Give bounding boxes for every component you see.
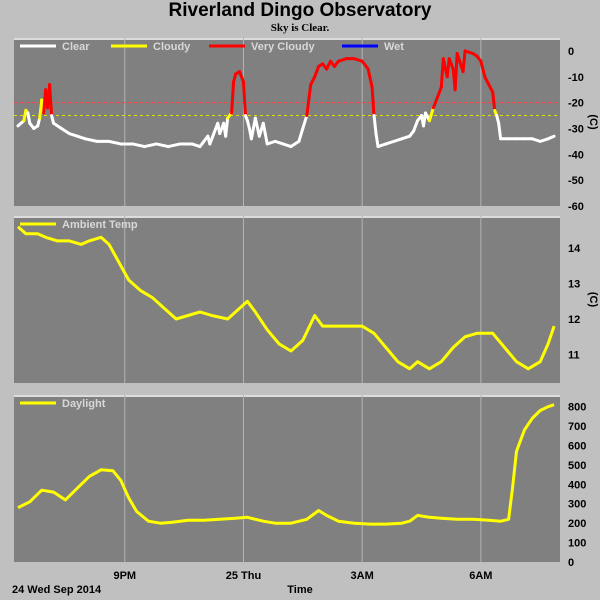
page-title: Riverland Dingo Observatory [168, 0, 432, 21]
sky-temp-segment [360, 59, 370, 71]
sky-temp-segment [238, 70, 245, 84]
sky-temp-segment [143, 142, 158, 149]
sky-temp-segment [230, 80, 236, 115]
sky-temp-segment [372, 114, 378, 136]
chart-panel-ambient: 11 12 13 14 (C) Ambient Temp [14, 216, 599, 383]
y-tick-label: 400 [568, 479, 586, 491]
legend-label: Wet [384, 41, 404, 53]
sky-temp-segment [210, 126, 218, 141]
sky-temp-segment [427, 106, 435, 123]
plot-top-edge [14, 38, 560, 40]
y-tick-label: -50 [568, 175, 584, 187]
page-subtitle: Sky is Clear. [270, 22, 330, 34]
y-tick-label: 600 [568, 440, 586, 452]
sky-temp-segment [224, 116, 230, 138]
sky-temp-segment [431, 85, 443, 110]
y-tick-label: 13 [568, 279, 580, 291]
sky-temp-segment [59, 126, 71, 136]
y-tick-label: 500 [568, 460, 586, 472]
sky-temp-segment [305, 83, 313, 118]
y-tick-label: 12 [568, 314, 580, 326]
y-axis-unit: (C) [587, 114, 599, 130]
sky-temp-segment [166, 142, 182, 149]
sky-temp-segment [447, 57, 455, 71]
y-axis-unit: (C) [587, 292, 599, 308]
sky-temp-segment [26, 111, 32, 125]
sky-temp-segment [289, 139, 301, 149]
legend-label: Clear [62, 41, 90, 53]
sky-temp-segment [479, 59, 487, 79]
sky-temp-segment [263, 132, 269, 146]
sky-temp-segment [313, 64, 321, 79]
sky-temp-segment [491, 90, 497, 112]
sky-temp-segment [261, 121, 267, 136]
sky-temp-segment [48, 83, 54, 118]
sky-temp-segment [497, 121, 503, 141]
plot-area [14, 38, 560, 206]
x-tick-label: 25 Thu [226, 570, 261, 582]
x-tick-label: 6AM [469, 570, 492, 582]
y-tick-label: -60 [568, 201, 584, 213]
sky-temp-segment [83, 137, 99, 143]
sky-temp-segment [297, 126, 305, 143]
y-tick-label: 0 [568, 46, 574, 58]
y-tick-label: -20 [568, 98, 584, 110]
legend-label: Cloudy [153, 41, 191, 53]
x-tick-label: 9PM [113, 570, 136, 582]
sky-temp-segment [374, 132, 380, 149]
y-tick-label: 700 [568, 421, 586, 433]
y-tick-label: 300 [568, 499, 586, 511]
y-tick-label: 200 [568, 518, 586, 530]
sky-temp-segment [52, 121, 63, 130]
chart-panel-sky: 0 -10 -20 -30 -40 -50 -60 (C) Clear Cloudy Very Cl… [14, 38, 599, 213]
y-tick-label: 14 [568, 243, 581, 255]
sky-temp-segment [461, 49, 467, 74]
plot-area [14, 395, 560, 562]
y-tick-label: 11 [568, 350, 580, 362]
legend-label: Daylight [62, 398, 106, 410]
y-tick-label: 0 [568, 557, 574, 569]
plot-top-edge [14, 395, 560, 397]
y-tick-label: -10 [568, 72, 584, 84]
chart-panel-daylight: 0 100 200 300 400 500 600 700 800 Daylight [14, 395, 586, 569]
sky-temp-segment [366, 67, 374, 89]
sky-temp-segment [154, 142, 170, 149]
plot-area [14, 216, 560, 383]
sky-temp-segment [546, 134, 556, 141]
sky-temp-segment [301, 114, 309, 130]
sky-temp-segment [370, 85, 376, 118]
series-line-daylight [17, 403, 555, 526]
sky-temp-segment [453, 52, 459, 92]
y-tick-label: -40 [568, 149, 584, 161]
sky-temp-segment [412, 119, 420, 133]
y-tick-label: -30 [568, 123, 584, 135]
date-label: 24 Wed Sep 2014 [12, 584, 102, 596]
legend-label: Very Cloudy [251, 41, 315, 53]
x-axis-label: Time [287, 584, 313, 596]
sky-temp-segment [131, 142, 147, 149]
series-line-ambient [16, 225, 556, 371]
sky-temp-segment [253, 116, 261, 138]
plot-top-edge [14, 216, 560, 218]
x-tick-label: 3AM [351, 570, 374, 582]
y-tick-label: 800 [568, 402, 586, 414]
sky-temp-segment [107, 139, 123, 146]
legend-label: Ambient Temp [62, 219, 138, 231]
y-tick-label: 100 [568, 538, 586, 550]
sky-temp-segment [241, 80, 247, 118]
